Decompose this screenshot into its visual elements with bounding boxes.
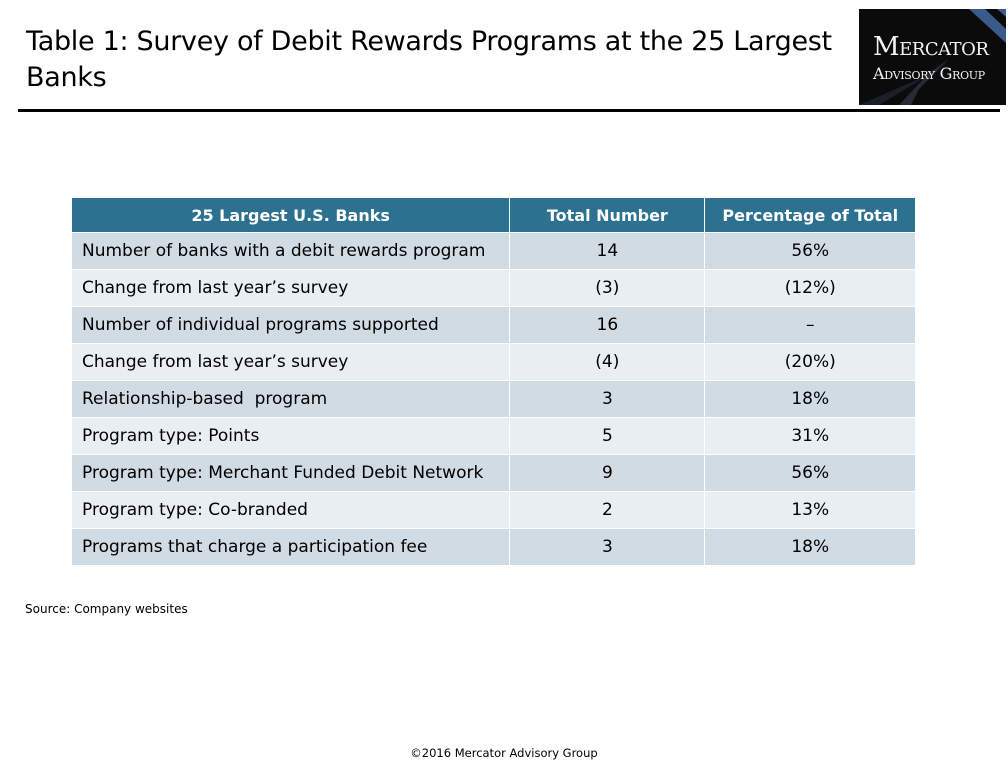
row-label: Change from last year’s survey [72,269,511,307]
row-label: Number of banks with a debit rewards pro… [72,232,511,270]
survey-table: 25 Largest U.S. Banks Total Number Perce… [72,198,916,565]
title-divider [18,109,1000,112]
total-number-cell: 3 [509,528,706,565]
total-number-cell: 2 [509,491,706,529]
table-row: Change from last year’s survey (4) (20%) [72,343,916,381]
percentage-cell: 56% [704,232,916,270]
table-row: Programs that charge a participation fee… [72,528,916,565]
table-row: Change from last year’s survey (3) (12%) [72,269,916,307]
total-number-cell: (3) [509,269,706,307]
total-number-cell: (4) [509,343,706,381]
logo-x-mark-icon [859,9,1006,105]
table-row: Number of banks with a debit rewards pro… [72,232,916,270]
logo-wordmark: Mercator [873,32,989,62]
table-header-row: 25 Largest U.S. Banks Total Number Perce… [72,198,916,233]
percentage-cell: – [704,306,916,344]
row-label: Program type: Merchant Funded Debit Netw… [72,454,511,492]
row-label: Programs that charge a participation fee [72,528,511,565]
percentage-cell: 13% [704,491,916,529]
percentage-cell: 18% [704,528,916,565]
copyright-footer: ©2016 Mercator Advisory Group [410,746,598,760]
row-label: Number of individual programs supported [72,306,511,344]
column-header: Percentage of Total [704,198,916,233]
percentage-cell: 56% [704,454,916,492]
table-row: Relationship-based program 3 18% [72,380,916,418]
column-header: 25 Largest U.S. Banks [72,198,511,233]
logo-tagline: Advisory Group [873,64,985,83]
percentage-cell: 31% [704,417,916,455]
total-number-cell: 3 [509,380,706,418]
percentage-cell: 18% [704,380,916,418]
row-label: Change from last year’s survey [72,343,511,381]
total-number-cell: 16 [509,306,706,344]
row-label: Relationship-based program [72,380,511,418]
column-header: Total Number [509,198,706,233]
mercator-logo: Mercator Advisory Group [859,9,1006,105]
table-row: Program type: Co-branded 2 13% [72,491,916,529]
table-row: Program type: Points 5 31% [72,417,916,455]
percentage-cell: (12%) [704,269,916,307]
table-row: Number of individual programs supported … [72,306,916,344]
source-note: Source: Company websites [25,602,188,616]
total-number-cell: 9 [509,454,706,492]
row-label: Program type: Co-branded [72,491,511,529]
table-row: Program type: Merchant Funded Debit Netw… [72,454,916,492]
row-label: Program type: Points [72,417,511,455]
total-number-cell: 5 [509,417,706,455]
total-number-cell: 14 [509,232,706,270]
page-title: Table 1: Survey of Debit Rewards Program… [26,26,832,93]
percentage-cell: (20%) [704,343,916,381]
